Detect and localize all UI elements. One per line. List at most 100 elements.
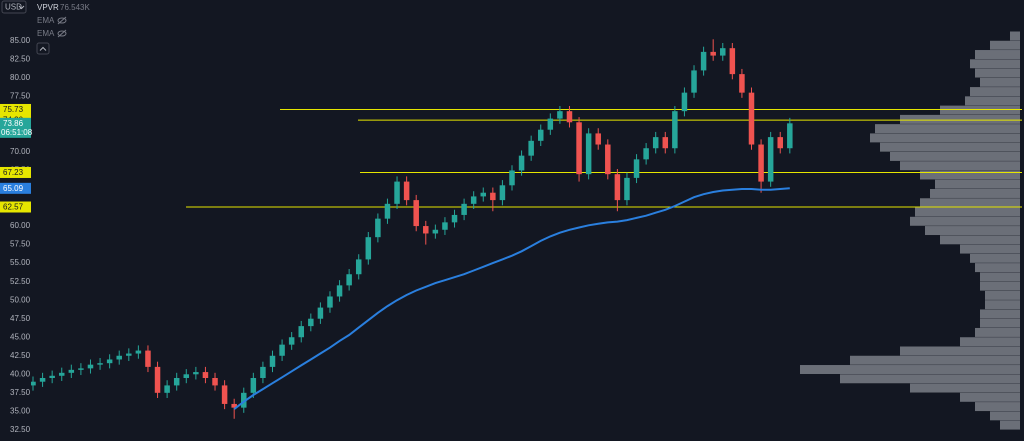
- candle-body: [547, 118, 554, 130]
- level-tag: 62.57: [3, 203, 24, 212]
- candle-body: [509, 170, 515, 186]
- profile-bar: [980, 309, 1020, 319]
- candle-body: [758, 144, 764, 182]
- candle-body: [480, 192, 487, 197]
- candle-body: [298, 326, 304, 338]
- currency-button[interactable]: [1, 0, 27, 14]
- profile-bar: [980, 272, 1020, 282]
- candle-body: [193, 372, 199, 375]
- profile-bar: [970, 253, 1020, 263]
- ema-tag: 65.09: [3, 184, 24, 193]
- y-tick-label: 80.00: [10, 73, 31, 82]
- y-tick-label: 45.00: [10, 332, 31, 341]
- candle-body: [643, 148, 649, 160]
- profile-bar: [910, 216, 1020, 226]
- candle-body: [106, 359, 113, 364]
- y-tick-label: 42.50: [10, 351, 31, 360]
- hidden-icon[interactable]: [57, 16, 67, 25]
- candle-body: [691, 70, 697, 93]
- candle-body: [739, 74, 745, 93]
- profile-bar: [920, 170, 1020, 180]
- candle-body: [355, 259, 362, 275]
- overlay-name[interactable]: EMA: [37, 29, 55, 38]
- candle-body: [145, 350, 151, 367]
- indicator-value: 76.543K: [60, 3, 90, 12]
- candle-body: [442, 222, 448, 230]
- candle-body: [432, 229, 439, 234]
- candle-body: [461, 203, 467, 215]
- candle-body: [39, 378, 46, 382]
- overlay-name[interactable]: EMA: [37, 16, 55, 25]
- profile-bar: [965, 96, 1020, 106]
- level-tag: 75.73: [3, 105, 24, 114]
- profile-bar: [850, 355, 1020, 365]
- candle-body: [327, 296, 333, 308]
- candle-body: [78, 368, 84, 370]
- candle-body: [365, 237, 372, 260]
- profile-bar: [925, 226, 1020, 236]
- profile-bar: [870, 133, 1020, 143]
- price-axis-labels: 32.50 35.00 37.50 40.00 42.50 45.00 47.50 50.00…: [0, 36, 33, 434]
- plot-area: [30, 39, 1022, 419]
- y-tick-label: 55.00: [10, 258, 31, 267]
- candle-body: [451, 214, 458, 223]
- candle-body: [585, 133, 592, 175]
- level-tag-bg: [0, 201, 31, 213]
- profile-bar: [890, 151, 1020, 161]
- profile-bar: [800, 365, 1020, 374]
- profile-bar: [900, 161, 1020, 171]
- indicator-name[interactable]: VPVR: [37, 3, 59, 12]
- y-tick-label: 50.00: [10, 295, 31, 304]
- profile-bar: [1000, 420, 1020, 430]
- candle-body: [729, 48, 736, 75]
- candle-body: [672, 111, 678, 149]
- profile-bar: [1010, 31, 1020, 41]
- candle-body: [375, 218, 381, 238]
- candle-body: [633, 159, 640, 178]
- candle-body: [336, 285, 343, 297]
- candle-body: [279, 344, 285, 356]
- profile-bar: [985, 300, 1020, 310]
- candle-body: [58, 372, 65, 376]
- legend: USD VPVR 76.543K EMA EMA: [1, 0, 90, 55]
- profile-bar: [960, 244, 1020, 254]
- collapse-button[interactable]: [36, 42, 50, 55]
- candle-body: [154, 366, 161, 393]
- hidden-icon[interactable]: [57, 29, 67, 38]
- candle-body: [250, 378, 257, 393]
- candle-body: [490, 192, 496, 201]
- price-axis: [0, 0, 31, 441]
- profile-bar: [980, 77, 1020, 87]
- profile-bar: [900, 114, 1020, 124]
- y-tick-label: 37.50: [10, 388, 31, 397]
- y-tick-label: 77.50: [10, 91, 31, 100]
- candle-body: [557, 111, 563, 119]
- profile-bar: [915, 207, 1020, 217]
- candle-body: [135, 350, 142, 354]
- level-tag-bg: [0, 103, 31, 115]
- candle-body: [605, 144, 611, 175]
- candle-body: [662, 137, 669, 149]
- candle-body: [423, 226, 429, 234]
- candle-body: [317, 307, 324, 319]
- profile-bar: [970, 87, 1020, 97]
- profile-bar: [935, 179, 1020, 189]
- candle-body: [173, 378, 180, 386]
- candle-body: [614, 174, 621, 201]
- countdown: 06:51:08: [1, 128, 33, 137]
- profile-bar: [880, 142, 1020, 152]
- currency: USD: [5, 3, 22, 12]
- y-tick-label: 57.50: [10, 240, 31, 249]
- y-tick-label: 40.00: [10, 369, 31, 378]
- profile-bar: [840, 374, 1020, 384]
- candle-body: [231, 403, 237, 408]
- candle-body: [260, 366, 266, 378]
- profile-bar: [975, 402, 1020, 412]
- candle-body: [652, 137, 659, 149]
- y-tick-label: 85.00: [10, 36, 31, 45]
- profile-bar: [990, 40, 1020, 50]
- candle-body: [710, 51, 716, 56]
- y-tick-label: 60.00: [10, 221, 31, 230]
- candle-body: [49, 375, 55, 378]
